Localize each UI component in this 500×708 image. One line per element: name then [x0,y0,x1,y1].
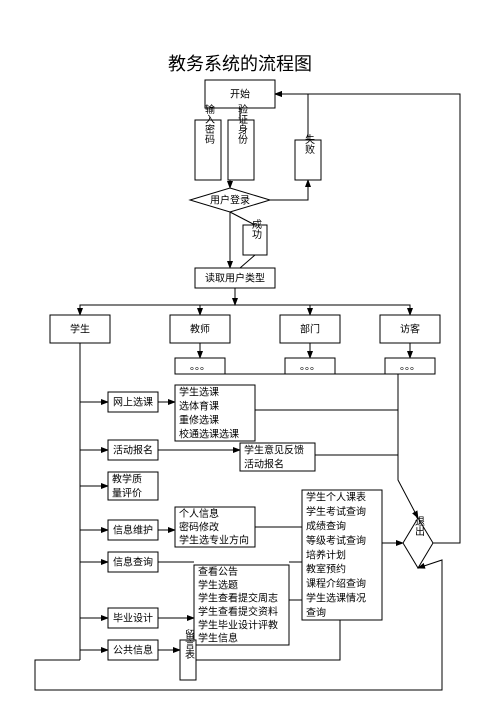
svg-text:验证身份: 验证身份 [236,103,248,145]
node-dept: 部门 [280,315,340,343]
svg-text:校通选课选课: 校通选课选课 [179,427,239,440]
svg-text:量评价: 量评价 [112,487,142,499]
svg-text:学生选课情况: 学生选课情况 [306,592,366,605]
edge-33 [398,374,418,518]
node-info_list: 个人信息密码修改学生选专业方向 [175,507,255,547]
svg-text:学生意见反馈: 学生意见反馈 [244,443,304,456]
svg-text:学生选题: 学生选题 [198,578,238,591]
svg-text:学生个人课表: 学生个人课表 [306,491,366,504]
svg-text:用户登录: 用户登录 [210,193,250,206]
node-read_type: 读取用户类型 [195,268,275,288]
node-info_maint: 信息维护 [108,520,158,540]
node-query_list: 学生个人课表学生考试查询成绩查询等级考试查询培养计划教室预约课程介绍查询学生选课… [302,490,382,620]
node-fail: 失败 [295,133,321,180]
svg-text:学生查看提交资料: 学生查看提交资料 [198,605,278,618]
svg-text:等级考试查询: 等级考试查询 [306,534,366,547]
svg-text:访客: 访客 [400,322,420,335]
svg-text:选体育课: 选体育课 [179,399,219,412]
svg-text:部门: 部门 [300,322,320,335]
svg-text:毕业设计: 毕业设计 [113,611,153,624]
svg-text:课程介绍查询: 课程介绍查询 [306,577,366,590]
svg-text:教师: 教师 [190,322,210,335]
svg-text:活动报名: 活动报名 [113,443,153,456]
svg-text:信息查询: 信息查询 [113,555,153,568]
svg-text:网上选课: 网上选课 [113,395,153,408]
node-online_course: 网上选课 [108,392,158,412]
svg-text:信息维护: 信息维护 [113,523,153,536]
svg-text:学生考试查询: 学生考试查询 [306,505,366,518]
svg-text:学生选课: 学生选课 [179,385,219,398]
svg-text:学生毕业设计评教: 学生毕业设计评教 [198,618,278,631]
svg-text:查询: 查询 [306,606,326,619]
node-grad_design: 毕业设计 [108,608,158,628]
node-grad_list: 查看公告学生选题学生查看提交周志学生查看提交资料学生毕业设计评教学生信息 [194,565,289,645]
edge-10 [235,305,310,315]
node-visitor: 访客 [380,315,440,343]
node-visitor_dots: 。。。 [385,358,435,374]
node-input_pw: 输入密码 [195,103,221,180]
svg-text:公共信息: 公共信息 [113,643,153,656]
diagram-title: 教务系统的流程图 [168,54,312,74]
node-verify_id: 验证身份 [228,103,254,180]
svg-text:。。。: 。。。 [300,361,320,372]
flowchart-canvas: 教务系统的流程图 开始输入密码 验证身份失败用户登录成功读取用户类型学生 教师 部门 访… [0,0,500,708]
svg-text:学生: 学生 [70,322,90,335]
svg-text:。。。: 。。。 [400,361,420,372]
svg-text:活动报名: 活动报名 [244,457,284,470]
svg-text:教学质: 教学质 [112,472,142,485]
svg-text:查看公告: 查看公告 [198,565,238,578]
svg-text:教室预约: 教室预约 [306,563,346,576]
node-dept_dots: 。。。 [285,358,335,374]
edge-2 [270,180,308,200]
node-activity_list: 学生意见反馈活动报名 [240,443,315,471]
node-student: 学生 [50,315,110,343]
edge-9 [200,305,235,315]
edge-11 [235,305,410,315]
node-exit: 退出 [403,516,433,568]
svg-text:留言表: 留言表 [183,628,195,660]
node-info_query: 信息查询 [108,552,158,572]
node-activity: 活动报名 [108,440,158,460]
svg-text:重修选课: 重修选课 [179,413,219,426]
nodes-layer: 开始输入密码 验证身份失败用户登录成功读取用户类型学生 教师 部门 访客。。。 。。。 。。… [50,80,440,680]
svg-text:学生查看提交周志: 学生查看提交周志 [198,592,278,605]
node-login: 用户登录 [190,188,270,212]
svg-text:成功: 成功 [250,219,262,240]
node-teacher_dots: 。。。 [175,358,225,374]
edge-5 [240,255,255,268]
edge-8 [80,305,235,315]
svg-text:培养计划: 培养计划 [306,548,346,561]
node-teacher: 教师 [170,315,230,343]
svg-text:密码修改: 密码修改 [179,520,219,533]
svg-text:学生选专业方向: 学生选专业方向 [179,534,249,547]
svg-text:。。。: 。。。 [190,361,210,372]
svg-text:失败: 失败 [303,133,315,155]
svg-text:读取用户类型: 读取用户类型 [205,271,265,284]
svg-text:开始: 开始 [230,87,250,100]
svg-text:个人信息: 个人信息 [179,507,219,520]
node-course_list: 学生选课选体育课重修选课校通选课选课 [175,385,255,441]
node-teach_eval: 教学质量评价 [108,472,158,500]
svg-text:成绩查询: 成绩查询 [306,519,346,532]
svg-text:退出: 退出 [413,516,425,536]
svg-text:输入密码: 输入密码 [203,103,215,145]
node-success: 成功 [243,219,267,255]
node-public_info: 公共信息 [108,640,158,660]
svg-text:学生信息: 学生信息 [198,632,238,645]
